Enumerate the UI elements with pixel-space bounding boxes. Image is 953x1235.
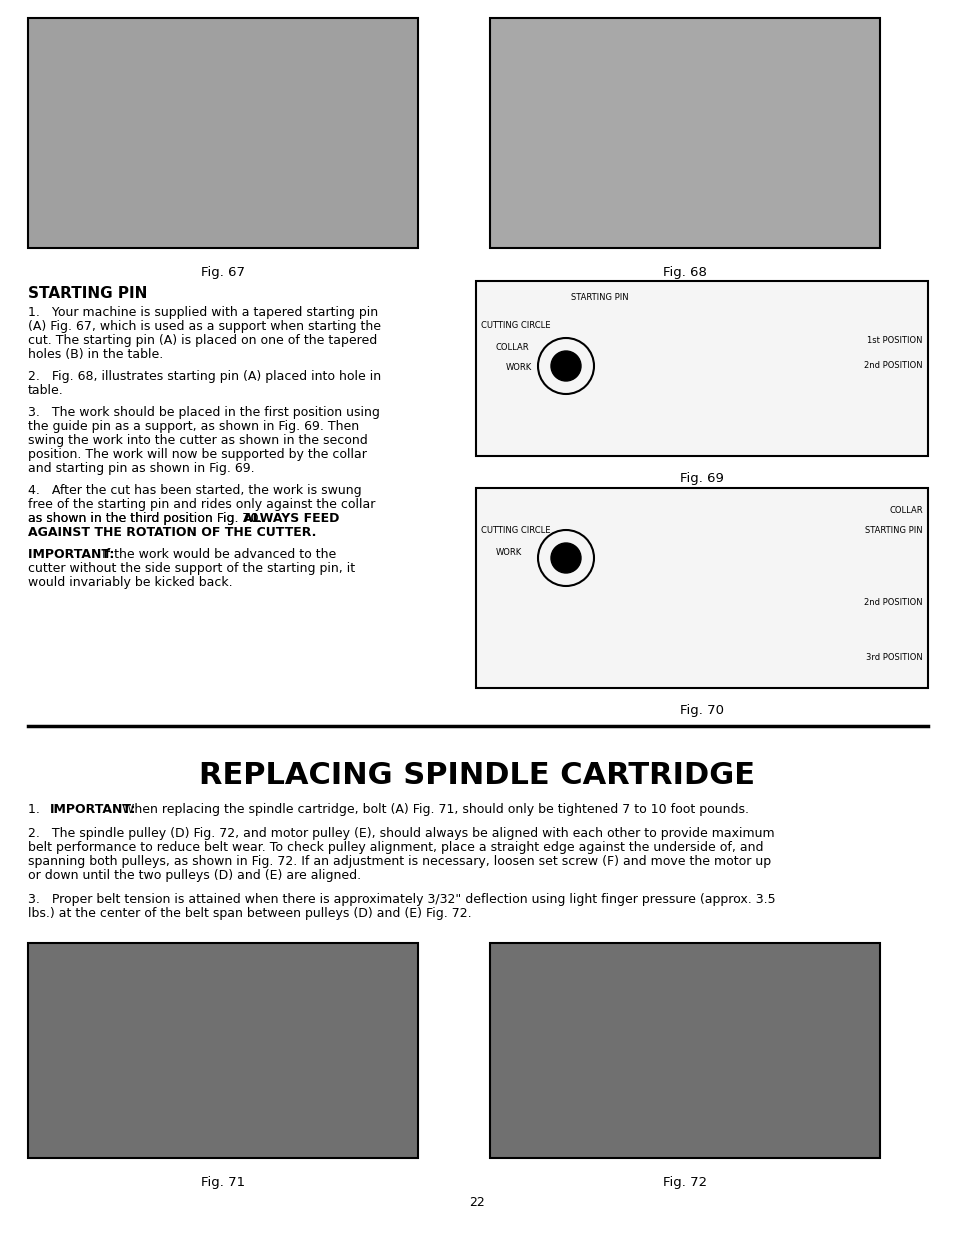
Text: 3rd POSITION: 3rd POSITION xyxy=(865,653,923,662)
Text: STARTING PIN: STARTING PIN xyxy=(28,287,147,301)
Text: position. The work will now be supported by the collar: position. The work will now be supported… xyxy=(28,448,367,461)
Text: IMPORTANT:: IMPORTANT: xyxy=(28,548,118,561)
Text: 2.   The spindle pulley (D) Fig. 72, and motor pulley (E), should always be alig: 2. The spindle pulley (D) Fig. 72, and m… xyxy=(28,827,774,840)
Text: ALWAYS FEED: ALWAYS FEED xyxy=(243,513,339,525)
Text: cut. The starting pin (A) is placed on one of the tapered: cut. The starting pin (A) is placed on o… xyxy=(28,333,376,347)
Text: 22: 22 xyxy=(469,1195,484,1209)
Text: STARTING PIN: STARTING PIN xyxy=(571,293,628,303)
Bar xyxy=(476,488,927,688)
Text: and starting pin as shown in Fig. 69.: and starting pin as shown in Fig. 69. xyxy=(28,462,254,475)
Text: swing the work into the cutter as shown in the second: swing the work into the cutter as shown … xyxy=(28,433,367,447)
Text: cutter without the side support of the starting pin, it: cutter without the side support of the s… xyxy=(28,562,355,576)
Text: 1st POSITION: 1st POSITION xyxy=(866,336,923,345)
Text: (A) Fig. 67, which is used as a support when starting the: (A) Fig. 67, which is used as a support … xyxy=(28,320,380,333)
Text: REPLACING SPINDLE CARTRIDGE: REPLACING SPINDLE CARTRIDGE xyxy=(199,761,754,790)
Text: free of the starting pin and rides only against the collar: free of the starting pin and rides only … xyxy=(28,498,375,511)
Text: AGAINST THE ROTATION OF THE CUTTER.: AGAINST THE ROTATION OF THE CUTTER. xyxy=(28,526,316,538)
Text: COLLAR: COLLAR xyxy=(496,343,529,352)
Text: When replacing the spindle cartridge, bolt (A) Fig. 71, should only be tightened: When replacing the spindle cartridge, bo… xyxy=(118,803,748,816)
Text: If the work would be advanced to the: If the work would be advanced to the xyxy=(102,548,335,561)
Circle shape xyxy=(551,351,580,382)
Text: Fig. 68: Fig. 68 xyxy=(662,266,706,279)
Bar xyxy=(476,282,927,456)
Bar xyxy=(28,944,417,1158)
Bar xyxy=(490,944,879,1158)
Text: as shown in the third position Fig. 70.: as shown in the third position Fig. 70. xyxy=(28,513,266,525)
Text: 3.   Proper belt tension is attained when there is approximately 3/32" deflectio: 3. Proper belt tension is attained when … xyxy=(28,893,775,906)
Text: or down until the two pulleys (D) and (E) are aligned.: or down until the two pulleys (D) and (E… xyxy=(28,869,361,882)
Text: 1.: 1. xyxy=(28,803,51,816)
Text: COLLAR: COLLAR xyxy=(888,506,923,515)
Text: IMPORTANT:: IMPORTANT: xyxy=(50,803,136,816)
Bar xyxy=(28,19,417,248)
Text: 2nd POSITION: 2nd POSITION xyxy=(863,361,923,370)
Text: as shown in the third position Fig. 70.: as shown in the third position Fig. 70. xyxy=(28,513,266,525)
Text: WORK: WORK xyxy=(496,548,521,557)
Text: 4.   After the cut has been started, the work is swung: 4. After the cut has been started, the w… xyxy=(28,484,361,496)
Text: Fig. 67: Fig. 67 xyxy=(201,266,245,279)
Text: lbs.) at the center of the belt span between pulleys (D) and (E) Fig. 72.: lbs.) at the center of the belt span bet… xyxy=(28,906,471,920)
Text: holes (B) in the table.: holes (B) in the table. xyxy=(28,348,163,361)
Text: CUTTING CIRCLE: CUTTING CIRCLE xyxy=(480,321,550,330)
Text: STARTING PIN: STARTING PIN xyxy=(864,526,923,535)
Text: Fig. 69: Fig. 69 xyxy=(679,472,723,485)
Text: Fig. 72: Fig. 72 xyxy=(662,1176,706,1189)
Text: Fig. 70: Fig. 70 xyxy=(679,704,723,718)
Text: 3.   The work should be placed in the first position using: 3. The work should be placed in the firs… xyxy=(28,406,379,419)
Text: would invariably be kicked back.: would invariably be kicked back. xyxy=(28,576,233,589)
Text: CUTTING CIRCLE: CUTTING CIRCLE xyxy=(480,526,550,535)
Bar xyxy=(490,19,879,248)
Text: WORK: WORK xyxy=(505,363,532,372)
Text: belt performance to reduce belt wear. To check pulley alignment, place a straigh: belt performance to reduce belt wear. To… xyxy=(28,841,762,853)
Circle shape xyxy=(551,543,580,573)
Text: spanning both pulleys, as shown in Fig. 72. If an adjustment is necessary, loose: spanning both pulleys, as shown in Fig. … xyxy=(28,855,770,868)
Text: table.: table. xyxy=(28,384,64,396)
Text: the guide pin as a support, as shown in Fig. 69. Then: the guide pin as a support, as shown in … xyxy=(28,420,358,433)
Text: 1.   Your machine is supplied with a tapered starting pin: 1. Your machine is supplied with a taper… xyxy=(28,306,377,319)
Text: Fig. 71: Fig. 71 xyxy=(201,1176,245,1189)
Text: 2.   Fig. 68, illustrates starting pin (A) placed into hole in: 2. Fig. 68, illustrates starting pin (A)… xyxy=(28,370,381,383)
Text: 2nd POSITION: 2nd POSITION xyxy=(863,598,923,606)
